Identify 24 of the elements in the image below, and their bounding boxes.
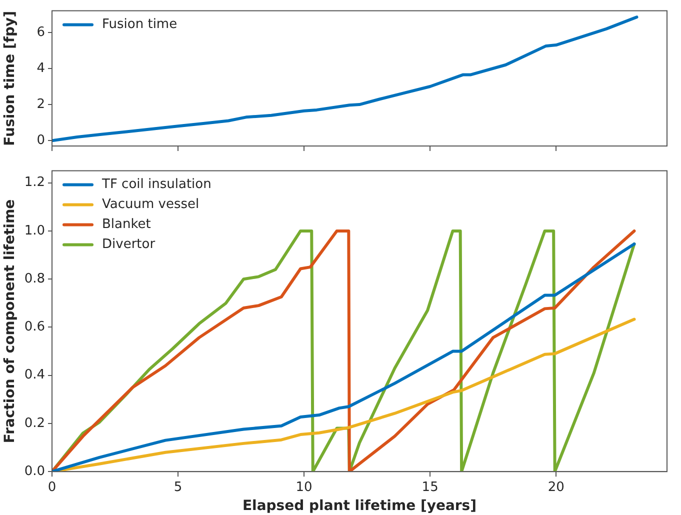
y-tick-label: 0.8: [24, 271, 45, 286]
y-axis-title: Fusion time [fpy]: [2, 10, 18, 146]
x-tick-label: 10: [296, 480, 312, 495]
legend-label: Fusion time: [102, 17, 178, 32]
legend-label: Divertor: [102, 237, 156, 252]
y-tick-label: 4: [36, 60, 45, 76]
x-axis-title: Elapsed plant lifetime [years]: [242, 498, 477, 514]
y-tick-label: 1.0: [24, 223, 45, 238]
legend-label: TF coil insulation: [101, 177, 212, 192]
x-tick-label: 5: [174, 480, 182, 495]
legend-label: Blanket: [102, 217, 151, 232]
y-tick-label: 6: [36, 24, 45, 40]
y-tick-label: 1.2: [24, 175, 45, 190]
y-tick-label: 0: [36, 132, 45, 148]
y-tick-label: 0.2: [24, 416, 45, 431]
x-tick-label: 20: [548, 480, 564, 495]
y-axis-title: Fraction of component lifetime: [2, 199, 18, 444]
x-tick-label: 0: [48, 480, 56, 495]
y-tick-label: 0.6: [24, 320, 45, 335]
legend-label: Vacuum vessel: [102, 197, 200, 212]
y-tick-label: 0.0: [24, 464, 45, 479]
y-tick-label: 2: [36, 96, 45, 112]
x-tick-label: 15: [422, 480, 438, 495]
y-tick-label: 0.4: [24, 368, 45, 383]
